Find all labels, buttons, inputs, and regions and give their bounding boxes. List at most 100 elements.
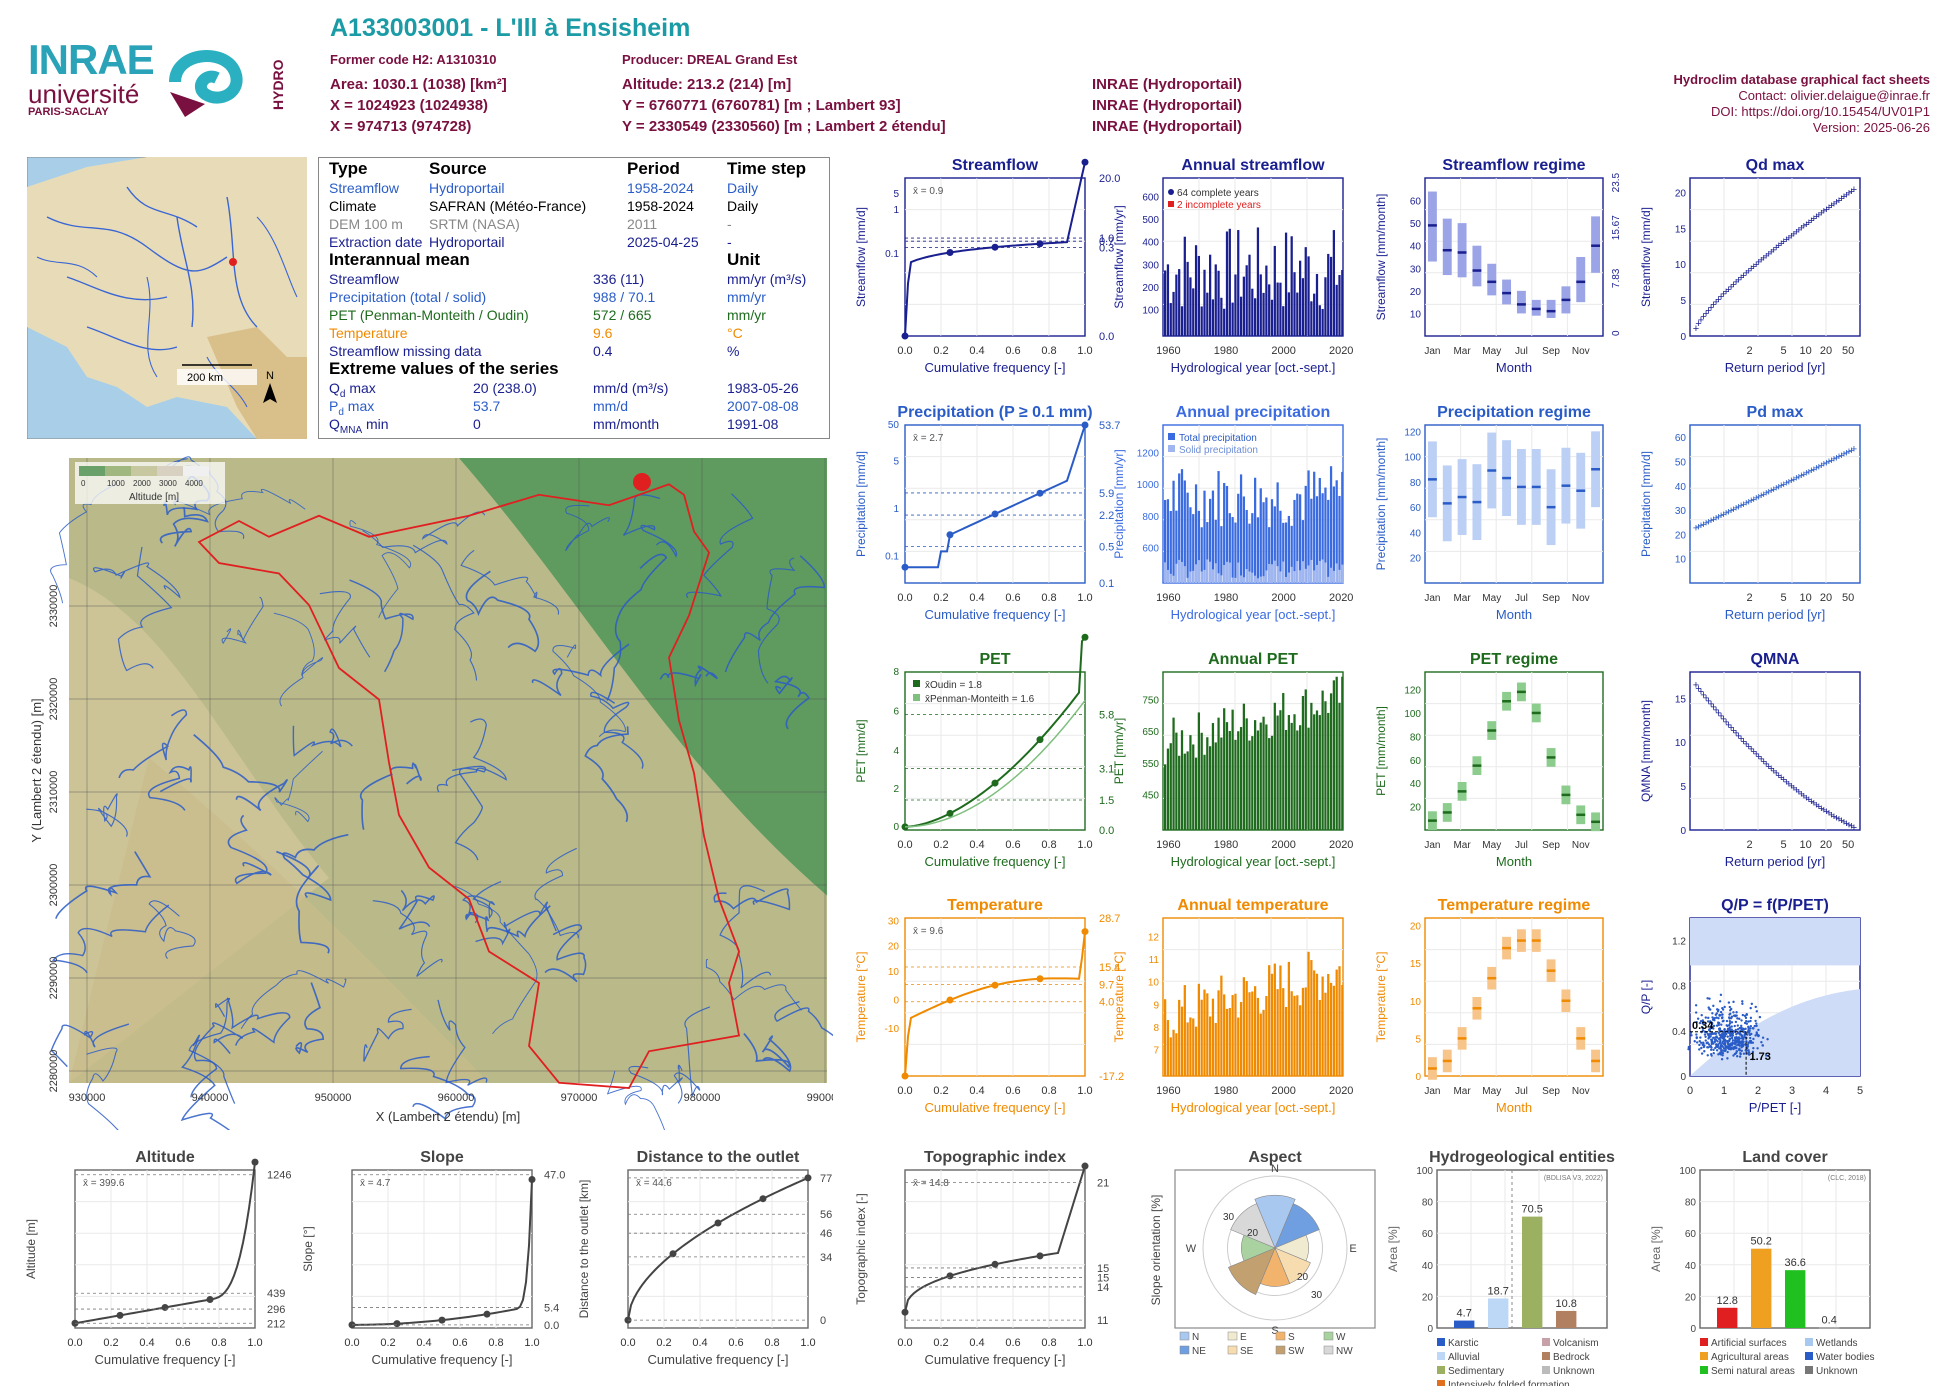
x-tick-label: 20 [1820,839,1832,851]
x-tick-label: 0.6 [1005,1085,1020,1097]
chart-title: Topographic index [924,1149,1066,1166]
point-label: 0.34 [1692,1020,1714,1032]
data-point: + [1723,286,1729,298]
info-row-cell: - [727,234,732,250]
data-point [1752,1037,1755,1041]
y-tick-label: 5 [1415,1034,1421,1045]
right-tick-label: -17.2 [1099,1071,1124,1083]
data-point [1704,1022,1707,1025]
y-tick-label: 100 [1416,1166,1433,1177]
data-point: + [1793,473,1799,485]
bar-solid [1164,562,1167,583]
x-tick-label: 5 [1780,592,1786,604]
data-point: + [1843,447,1849,459]
bar [1313,471,1316,583]
bar [1248,523,1251,583]
bar [1206,993,1209,1076]
data-point: + [1813,211,1819,223]
bar [1307,470,1310,583]
y-tick-label: 60 [1410,503,1422,514]
x-axis-label: Hydrological year [oct.-sept.] [1171,360,1336,375]
y-tick-label: 200 [1142,283,1159,294]
data-point: + [1811,213,1817,225]
bar [1338,966,1341,1076]
bar-solid [1209,561,1212,583]
y-tick-label: 60 [1422,1229,1434,1240]
data-point [1708,1007,1711,1011]
x-axis-label: Month [1496,360,1532,375]
mean-unit-value: °C [727,325,743,341]
mean-label: x̄ = 9.6 [913,926,944,937]
cdf-point [946,249,954,257]
data-point [1736,1040,1739,1043]
plot-frame [627,1169,809,1329]
bar [1164,999,1167,1076]
x-tick-label: 1960 [1156,345,1180,357]
data-point [1740,1037,1743,1040]
data-point [1695,1020,1698,1024]
data-point [1731,1034,1735,1037]
data-point: + [1695,318,1701,330]
mean-value: 572 / 665 [593,307,652,323]
right-tick-label: 0.3 [1099,243,1114,255]
river [686,493,754,599]
data-point [1719,1034,1723,1037]
cdf-point [1081,1162,1089,1170]
bar-solid [1282,561,1285,583]
river [565,504,610,552]
data-point: + [1846,819,1852,831]
bar [1183,985,1186,1076]
data-point [1747,1025,1750,1028]
data-point: + [1743,738,1749,750]
x-tick-label: 0.2 [933,1085,948,1097]
data-point [1708,1021,1712,1024]
data-point [1719,1014,1722,1017]
extreme-value: 20 (238.0) [473,380,537,396]
data-point [1727,1023,1731,1027]
cdf-point [251,1158,259,1166]
data-point [1699,1036,1702,1039]
source-label: (BDLISA V3, 2022) [1544,1175,1603,1182]
bar-solid [1293,571,1296,583]
bar [1254,986,1257,1076]
rose-sector [1230,1203,1276,1249]
y-tick-label: 80 [1410,478,1422,489]
regime-box [1457,223,1467,278]
data-point [1745,1049,1748,1052]
y-axis-label: Y (Lambert 2 étendu) [m] [29,698,44,842]
bar [1192,288,1195,336]
bar [1293,714,1296,830]
data-point [1687,1045,1691,1049]
y-tick-label: 30 [1410,264,1422,275]
bar-solid [1178,559,1181,583]
data-point [1723,1028,1726,1031]
altitude-tick: 1000 [107,479,125,488]
data-point: + [1791,783,1797,795]
y-tick-label: 60 [1410,756,1422,767]
y-tick-label: 80 [1422,1198,1434,1209]
plot-frame [1424,917,1604,1077]
x-tick-label: 2 [1755,1085,1761,1097]
legend-swatch [1542,1366,1550,1374]
bar [1248,992,1251,1076]
river [719,885,772,989]
extreme-label: QMNA min [329,416,389,436]
data-point [1724,1044,1727,1048]
data-point [1710,1022,1714,1026]
legend-swatch [1179,1345,1190,1355]
scale-label: 200 km [187,372,223,384]
x-tick-label: 960000 [438,1092,475,1104]
data-point [1732,1011,1735,1014]
y-axis-label: Temperature [°C] [1112,952,1126,1043]
data-point: + [1803,468,1809,480]
data-label: 36.6 [1784,1257,1805,1269]
bar-solid [1315,564,1319,583]
legend-label: 2 incomplete years [1177,200,1261,211]
river [606,553,668,701]
bar-solid [1299,570,1302,583]
data-point: + [1768,763,1774,775]
cdf-point [1081,158,1089,166]
bar [1751,1248,1772,1328]
river [534,847,579,939]
extreme-value: 53.7 [473,398,501,414]
